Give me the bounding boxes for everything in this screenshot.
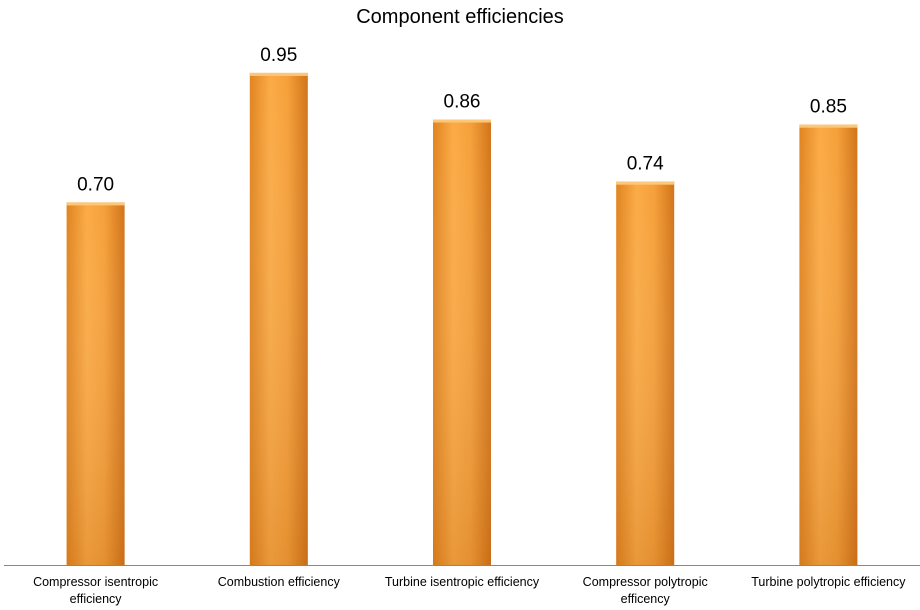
value-label-1: 0.70 <box>77 174 114 195</box>
bar-cap-1 <box>66 202 125 206</box>
category-label-4-line-1: Compressor polytropic <box>583 575 708 589</box>
category-labels-layer: Compressor isentropic efficiency Combustio… <box>33 575 906 606</box>
category-label-1-line-1: Compressor isentropic <box>33 575 158 589</box>
bar-shade-5 <box>799 124 858 565</box>
bar-cap-5 <box>799 124 858 128</box>
value-label-2: 0.95 <box>260 45 297 66</box>
category-label-3: Turbine isentropic efficiency <box>385 575 540 589</box>
category-label-4-line-2: efficency <box>621 592 671 606</box>
value-label-4: 0.74 <box>627 154 664 175</box>
bars-layer <box>66 72 858 566</box>
bar-shade-4 <box>616 181 675 565</box>
bar-shade-1 <box>66 202 125 565</box>
value-label-3: 0.86 <box>444 92 481 113</box>
bar-cap-3 <box>433 119 491 123</box>
bar-cap-4 <box>616 181 675 185</box>
category-label-1-line-2: efficiency <box>70 592 123 606</box>
category-label-2: Combustion efficiency <box>218 575 341 589</box>
bar-shade-3 <box>433 119 491 566</box>
bar-shade-2 <box>249 72 308 566</box>
bar-cap-2 <box>249 72 308 76</box>
category-label-5: Turbine polytropic efficiency <box>751 575 906 589</box>
value-label-5: 0.85 <box>810 97 847 118</box>
chart-title: Component efficiencies <box>356 6 564 28</box>
value-labels-layer: 0.70 0.95 0.86 0.74 0.85 <box>77 45 847 195</box>
